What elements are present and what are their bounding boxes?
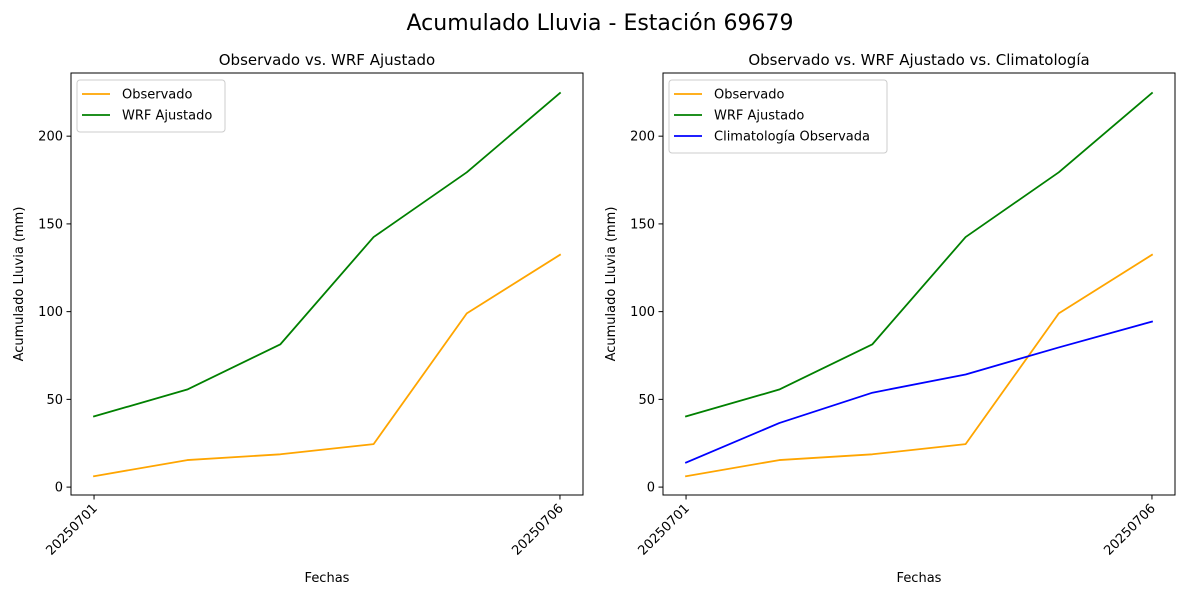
- series-line-1: [684, 253, 1154, 478]
- x-tick-label: 20250701: [43, 501, 100, 558]
- figure-suptitle: Acumulado Lluvia - Estación 69679: [407, 11, 794, 36]
- chart-title: Observado vs. WRF Ajustado: [219, 51, 435, 69]
- charts-container: Observado vs. WRF Ajustado 0 50 100 150 200 20…: [12, 51, 1176, 586]
- axes-frame: [70, 72, 584, 496]
- x-axis-label: Fechas: [305, 571, 350, 586]
- chart-panel-1: Observado vs. WRF Ajustado 0 50 100 150 200 20…: [12, 51, 584, 586]
- legend-label-3: Climatología Observada: [714, 130, 870, 145]
- axes-frame: [662, 72, 1176, 496]
- legend: Observado WRF Ajustado Climatología Observ…: [668, 79, 888, 154]
- legend: Observado WRF Ajustado: [76, 79, 226, 133]
- legend-frame: [668, 79, 888, 154]
- y-tick-label: 200: [630, 130, 655, 145]
- x-tick-label: 20250701: [635, 501, 692, 558]
- y-axis-label: Acumulado Lluvia (mm): [604, 207, 619, 362]
- y-tick-label: 0: [55, 481, 63, 496]
- series-line-3: [684, 320, 1154, 464]
- y-tick-label: 200: [38, 130, 63, 145]
- series-line-2: [684, 91, 1154, 418]
- series-line-1: [92, 253, 562, 478]
- x-axis-label: Fechas: [897, 571, 942, 586]
- y-axis-label: Acumulado Lluvia (mm): [12, 207, 27, 362]
- y-tick-label: 100: [38, 305, 63, 320]
- y-tick-label: 0: [647, 481, 655, 496]
- legend-label-2: WRF Ajustado: [714, 109, 804, 124]
- legend-label-1: Observado: [714, 88, 785, 103]
- y-tick-label: 150: [630, 217, 655, 232]
- y-tick-label: 50: [46, 393, 63, 408]
- y-tick-label: 100: [630, 305, 655, 320]
- legend-frame: [76, 79, 226, 133]
- x-tick-label: 20250706: [509, 501, 566, 558]
- x-tick-label: 20250706: [1101, 501, 1158, 558]
- chart-title: Observado vs. WRF Ajustado vs. Climatolo…: [748, 51, 1089, 69]
- y-tick-label: 150: [38, 217, 63, 232]
- series-line-2: [92, 91, 562, 418]
- y-tick-label: 50: [638, 393, 655, 408]
- legend-label-1: Observado: [122, 88, 193, 103]
- legend-label-2: WRF Ajustado: [122, 109, 212, 124]
- chart-panel-2: Observado vs. WRF Ajustado vs. Climatolo…: [604, 51, 1176, 586]
